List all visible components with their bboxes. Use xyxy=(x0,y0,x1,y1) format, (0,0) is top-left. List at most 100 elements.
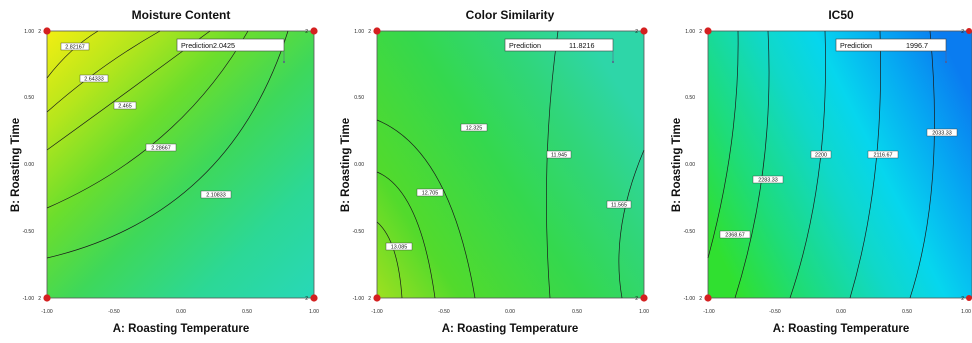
contour-line xyxy=(707,30,739,259)
x-tick-label: -0.50 xyxy=(108,309,120,315)
prediction-value: 11.8216 xyxy=(569,41,594,50)
y-tick-label: -1.00 xyxy=(23,296,35,302)
design-point xyxy=(43,27,51,35)
contour-labels: 12.325 12.705 13.085 11.945 11.565 xyxy=(385,123,632,251)
contour-lines xyxy=(46,30,289,259)
y-tick-labels: 1.00 0.50 0.00 -0.50 -1.00 xyxy=(684,29,696,302)
contour-label: 2.64333 xyxy=(84,77,104,83)
contour-line xyxy=(618,149,645,299)
corner-label: 2 xyxy=(961,296,964,302)
corner-label: 2 xyxy=(961,29,964,35)
x-tick-label: 1.00 xyxy=(639,309,649,315)
contour-label: 11.565 xyxy=(611,203,627,209)
design-point xyxy=(310,27,318,35)
contour-label: 2.82167 xyxy=(65,45,85,51)
design-point xyxy=(640,294,648,302)
contour-line xyxy=(909,30,935,299)
contour-line xyxy=(789,30,826,299)
design-point xyxy=(373,27,381,35)
y-tick-label: 0.50 xyxy=(685,95,695,101)
y-tick-label: 0.00 xyxy=(354,162,364,168)
y-tick-label: 0.50 xyxy=(354,95,364,101)
contour-label: 2.10833 xyxy=(206,193,226,199)
chart-title: Moisture Content xyxy=(132,8,231,22)
design-point xyxy=(966,295,972,301)
x-axis-title: A: Roasting Temperature xyxy=(773,323,910,335)
prediction-value: 2.0425 xyxy=(213,41,235,50)
y-tick-label: 1.00 xyxy=(685,29,695,35)
contour-label: 2116.67 xyxy=(873,153,892,159)
corner-label: 2 xyxy=(305,29,308,35)
prediction-box: Prediction 11.8216 xyxy=(504,38,614,63)
plot-area xyxy=(707,30,972,299)
contour-label: 2.465 xyxy=(118,104,132,110)
contour-line xyxy=(46,30,161,113)
y-tick-label: 1.00 xyxy=(354,29,364,35)
design-point xyxy=(966,28,972,34)
design-point xyxy=(704,27,712,35)
chart-title: Color Similarity xyxy=(466,8,555,22)
corner-label: 2 xyxy=(38,296,41,302)
design-points: 2 2 2 2 xyxy=(699,27,972,302)
design-point xyxy=(43,294,51,302)
contour-lines xyxy=(376,30,645,299)
corner-label: 2 xyxy=(635,296,638,302)
prediction-label: Prediction xyxy=(840,41,872,50)
x-tick-label: -1.00 xyxy=(371,309,383,315)
contour-line xyxy=(46,30,99,79)
x-tick-label: -0.50 xyxy=(769,309,781,315)
corner-label: 2 xyxy=(699,29,702,35)
x-tick-label: 0.50 xyxy=(902,309,912,315)
contour-label: 12.705 xyxy=(422,191,439,197)
x-tick-label: 0.50 xyxy=(572,309,582,315)
contour-line xyxy=(849,30,881,299)
y-tick-label: -0.50 xyxy=(23,229,35,235)
chart-title: IC50 xyxy=(828,8,854,22)
design-points: 2 2 2 2 xyxy=(38,27,318,302)
corner-label: 2 xyxy=(635,29,638,35)
prediction-value: 1996.7 xyxy=(906,41,928,50)
y-tick-label: -0.50 xyxy=(353,229,365,235)
x-axis-title: A: Roasting Temperature xyxy=(442,323,579,335)
corner-label: 2 xyxy=(368,29,371,35)
design-point xyxy=(373,294,381,302)
contour-label: 2368.67 xyxy=(725,233,745,239)
corner-label: 2 xyxy=(305,296,308,302)
prediction-box: Prediction 2.0425 xyxy=(176,38,285,63)
y-axis-title: B: Roasting Time xyxy=(10,118,22,212)
corner-label: 2 xyxy=(368,296,371,302)
plot-area xyxy=(46,30,315,299)
design-point xyxy=(310,294,318,302)
y-axis-title: B: Roasting Time xyxy=(340,118,352,212)
x-tick-labels: -1.00 -0.50 0.00 0.50 1.00 xyxy=(371,309,649,315)
x-tick-label: 1.00 xyxy=(961,309,971,315)
plot-area xyxy=(376,30,645,299)
x-tick-label: -0.50 xyxy=(438,309,450,315)
y-tick-label: -0.50 xyxy=(684,229,696,235)
x-tick-labels: -1.00 -0.50 0.00 0.50 1.00 xyxy=(703,309,971,315)
corner-label: 2 xyxy=(38,29,41,35)
x-tick-label: 0.00 xyxy=(176,309,186,315)
x-tick-label: 1.00 xyxy=(309,309,319,315)
contour-label: 2.28667 xyxy=(151,146,171,152)
x-tick-label: 0.00 xyxy=(505,309,515,315)
y-tick-labels: 1.00 0.50 0.00 -0.50 -1.00 xyxy=(353,29,365,302)
contour-label: 2033.33 xyxy=(932,131,952,137)
contour-labels: 2368.67 2283.33 2200 2116.67 2033.33 xyxy=(719,128,958,239)
contour-label: 13.085 xyxy=(391,245,408,251)
y-tick-label: 0.50 xyxy=(24,95,34,101)
contour-line xyxy=(46,30,289,259)
y-tick-label: 0.00 xyxy=(24,162,34,168)
contour-line xyxy=(734,30,770,299)
y-tick-labels: 1.00 0.50 0.00 -0.50 -1.00 xyxy=(23,29,35,302)
contour-label: 11.945 xyxy=(551,153,567,159)
y-tick-label: -1.00 xyxy=(353,296,365,302)
y-tick-label: 0.00 xyxy=(685,162,695,168)
prediction-label: Prediction xyxy=(509,41,541,50)
x-tick-labels: -1.00 -0.50 0.00 0.50 1.00 xyxy=(41,309,319,315)
y-tick-label: -1.00 xyxy=(684,296,696,302)
contour-line xyxy=(376,171,436,299)
panel-moisture-content: Moisture Content 2.82167 2.64333 2.465 2… xyxy=(10,8,319,335)
contour-line xyxy=(546,30,559,299)
